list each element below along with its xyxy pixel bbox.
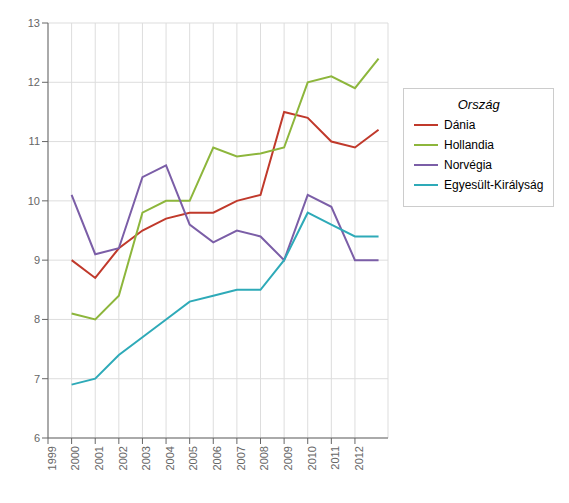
svg-text:2011: 2011 — [329, 446, 341, 470]
svg-text:2002: 2002 — [117, 446, 129, 470]
svg-text:7: 7 — [34, 373, 40, 385]
svg-text:2003: 2003 — [140, 446, 152, 470]
svg-text:2000: 2000 — [69, 446, 81, 470]
svg-text:8: 8 — [34, 313, 40, 325]
svg-text:2004: 2004 — [164, 446, 176, 470]
svg-text:2007: 2007 — [235, 446, 247, 470]
svg-text:1999: 1999 — [46, 446, 58, 470]
html-text:Norvégia: Norvégia — [444, 158, 492, 172]
svg-text:9: 9 — [34, 254, 40, 266]
svg-text:2009: 2009 — [282, 446, 294, 470]
svg-text:11: 11 — [29, 135, 40, 147]
svg-text:2010: 2010 — [306, 446, 318, 470]
svg-text:2006: 2006 — [211, 446, 223, 470]
html-text:Egyesült-Királyság: Egyesült-Királyság — [444, 178, 544, 192]
svg-text:12: 12 — [28, 76, 40, 88]
svg-text:6: 6 — [34, 432, 40, 444]
svg-text:10: 10 — [28, 195, 40, 207]
html-text:Ország: Ország — [457, 97, 500, 112]
svg-text:2001: 2001 — [93, 446, 105, 470]
svg-text:13: 13 — [28, 17, 40, 29]
html-text:Hollandia: Hollandia — [444, 138, 494, 152]
html-text:Dánia: Dánia — [444, 118, 476, 132]
svg-text:2008: 2008 — [258, 446, 270, 470]
svg-text:2005: 2005 — [187, 446, 199, 470]
svg-text:2012: 2012 — [353, 446, 365, 470]
